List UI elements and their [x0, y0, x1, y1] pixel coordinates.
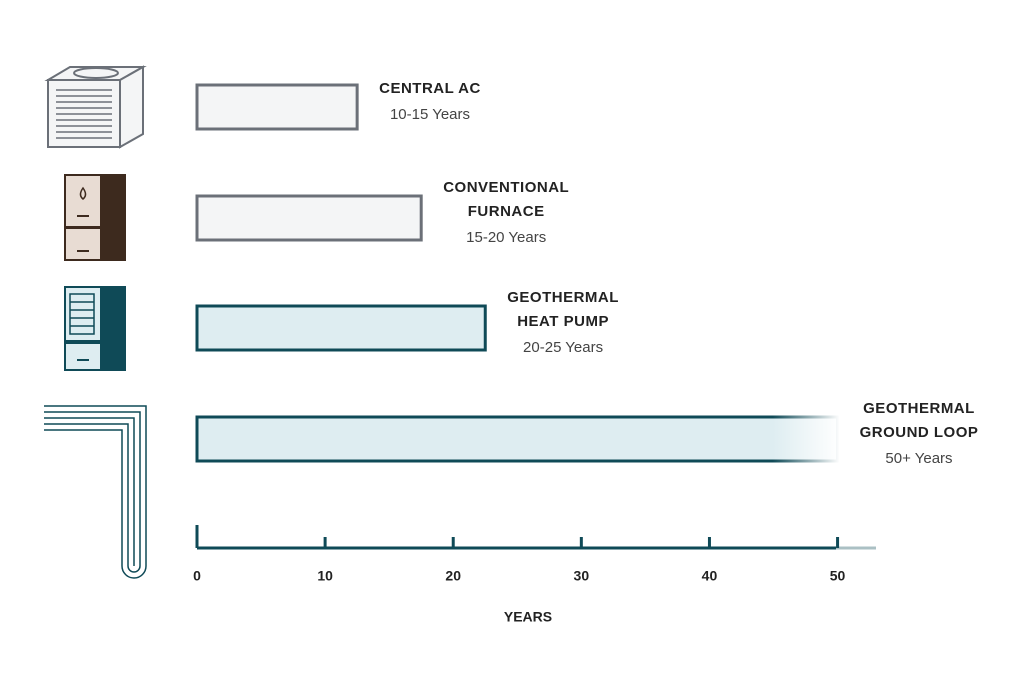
- category-label: GEOTHERMAL: [507, 289, 619, 306]
- x-tick-label: 20: [445, 568, 461, 584]
- x-axis-title: YEARS: [504, 609, 552, 625]
- ground-loop-icon: [44, 405, 147, 579]
- value-label: 50+ Years: [885, 450, 952, 467]
- category-label: CONVENTIONAL: [443, 179, 569, 196]
- bar: [195, 304, 487, 352]
- ac-icon: [44, 65, 147, 149]
- value-label: 20-25 Years: [523, 339, 603, 356]
- bar-fade: [772, 414, 840, 464]
- furnace-icon: [64, 174, 126, 261]
- value-label: 15-20 Years: [466, 229, 546, 246]
- x-tick-label: 0: [193, 568, 201, 584]
- x-tick-label: 50: [830, 568, 846, 584]
- category-label: HEAT PUMP: [517, 313, 609, 330]
- x-tick-label: 40: [702, 568, 718, 584]
- category-label: GROUND LOOP: [860, 424, 979, 441]
- bar: [195, 83, 359, 131]
- value-label: 10-15 Years: [390, 106, 470, 123]
- bar: [195, 194, 423, 242]
- x-tick-label: 30: [574, 568, 590, 584]
- category-label: FURNACE: [468, 203, 545, 220]
- bar: [195, 415, 840, 463]
- heat-pump-icon: [64, 286, 126, 371]
- x-tick-label: 10: [317, 568, 333, 584]
- category-label: CENTRAL AC: [379, 80, 481, 97]
- category-label: GEOTHERMAL: [863, 400, 975, 417]
